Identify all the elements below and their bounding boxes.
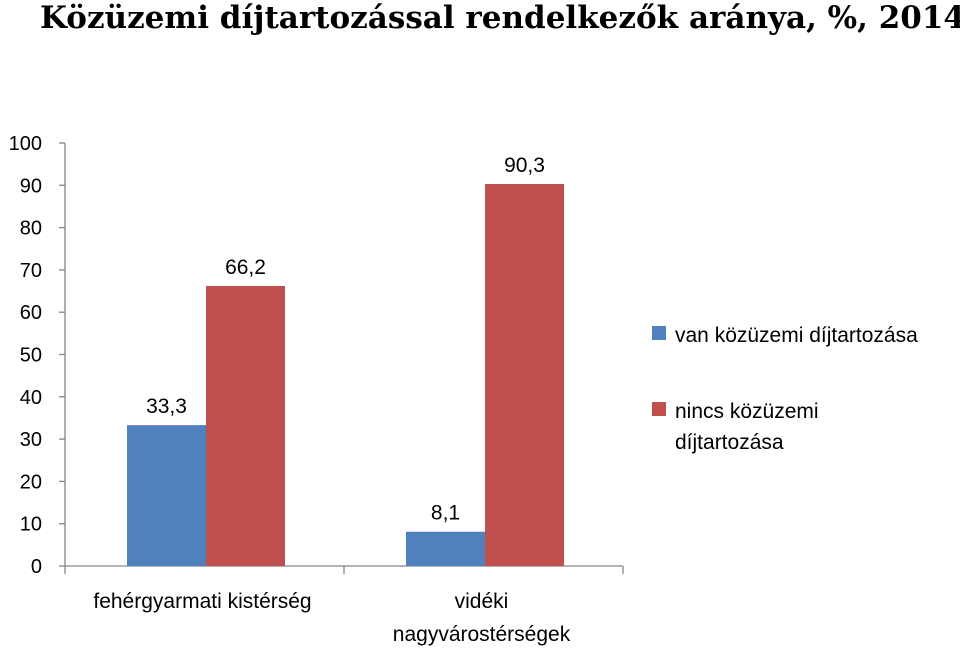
data-labels: 33,3 66,2 8,1 90,3 <box>146 154 545 525</box>
chart-title: Közüzemi díjtartozással rendelkezők arán… <box>40 0 960 36</box>
legend-swatch <box>652 402 666 416</box>
data-label: 66,2 <box>225 256 266 279</box>
data-label: 8,1 <box>431 502 460 525</box>
y-tick-label: 80 <box>20 218 42 240</box>
y-tick-label: 10 <box>20 514 42 536</box>
data-label: 90,3 <box>504 154 545 177</box>
bars <box>127 184 564 566</box>
y-tick-label: 70 <box>20 260 42 282</box>
y-tick-label: 90 <box>20 175 42 197</box>
bar <box>485 184 564 566</box>
y-tick-label: 30 <box>20 429 42 451</box>
y-tick-label: 40 <box>20 387 42 409</box>
y-tick-label: 20 <box>20 471 42 493</box>
bar <box>406 531 485 566</box>
legend-label: nincs közüzemi díjtartozása <box>675 400 819 454</box>
data-label: 33,3 <box>146 395 187 418</box>
legend-swatch <box>652 326 666 340</box>
axes: 0 10 20 30 40 50 60 70 80 90 100 <box>9 133 624 578</box>
y-tick-label: 0 <box>31 556 42 578</box>
legend: van közüzemi díjtartozása nincs közüzemi d… <box>652 324 918 454</box>
y-tick-label: 100 <box>9 133 42 155</box>
bar <box>206 285 285 566</box>
x-category-label: fehérgyarmati kistérség <box>93 590 311 613</box>
y-tick-label: 60 <box>20 302 42 324</box>
y-tick-label: 50 <box>20 345 42 367</box>
bar <box>127 425 206 566</box>
legend-label: van közüzemi díjtartozása <box>675 324 918 347</box>
category-labels: fehérgyarmati kistérség vidéki nagyvárosté… <box>93 590 570 646</box>
x-category-label: vidéki nagyvárostérségek <box>393 590 571 646</box>
